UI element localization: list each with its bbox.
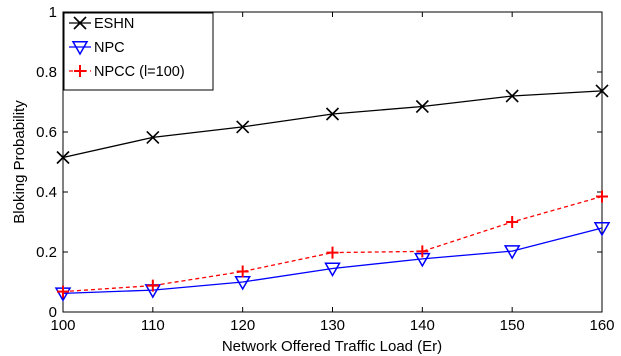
series-npcc-l-100 <box>57 190 608 298</box>
series-eshn <box>56 84 609 165</box>
data-point <box>595 84 609 98</box>
data-point <box>416 245 429 258</box>
x-axis: 100 110 120 130 140 150 160 <box>50 12 615 334</box>
x-tick-label: 130 <box>320 317 345 334</box>
legend: ESHN NPC NPCC (l=100) <box>63 12 214 91</box>
y-tick-label: 0 <box>49 304 57 321</box>
data-point <box>236 265 249 278</box>
legend-marker <box>73 16 87 30</box>
data-point <box>57 285 69 298</box>
data-point <box>506 216 519 228</box>
y-tick-label: 1 <box>49 4 57 21</box>
x-tick-label: 110 <box>141 317 165 334</box>
legend-marker <box>71 41 89 56</box>
legend-item: ESHN <box>69 16 134 32</box>
data-point <box>503 245 521 260</box>
data-point <box>56 150 70 165</box>
y-tick-label: 0.2 <box>36 244 57 261</box>
y-axis: 0 0.2 0.4 0.6 0.8 1 <box>36 4 602 321</box>
legend-item: NPC <box>69 40 125 56</box>
data-point <box>505 89 519 103</box>
data-point <box>146 279 159 292</box>
data-point <box>324 262 341 278</box>
x-tick-label: 100 <box>50 317 75 334</box>
series-layer <box>54 84 611 302</box>
legend-label: NPC <box>94 40 125 56</box>
legend-marker <box>74 65 86 77</box>
legend-label: NPCC (l=100) <box>94 64 185 80</box>
data-point <box>326 246 339 259</box>
data-point <box>236 120 250 134</box>
data-point <box>325 107 340 121</box>
legend-box <box>63 12 214 91</box>
data-point <box>593 222 611 237</box>
x-tick-label: 120 <box>230 317 255 334</box>
x-tick-label: 150 <box>500 317 525 334</box>
legend-item: NPCC (l=100) <box>69 64 185 80</box>
x-axis-label: Network Offered Traffic Load (Er) <box>222 338 442 355</box>
y-tick-label: 0.8 <box>36 64 57 81</box>
data-point <box>146 130 160 144</box>
y-tick-label: 0.6 <box>36 124 57 141</box>
legend-label: ESHN <box>94 16 134 32</box>
data-point <box>415 99 429 114</box>
data-point <box>596 190 608 203</box>
y-tick-label: 0.4 <box>36 184 57 201</box>
x-tick-label: 160 <box>589 317 614 334</box>
x-tick-label: 140 <box>410 317 435 334</box>
y-axis-label: Bloking Probability <box>11 100 28 224</box>
